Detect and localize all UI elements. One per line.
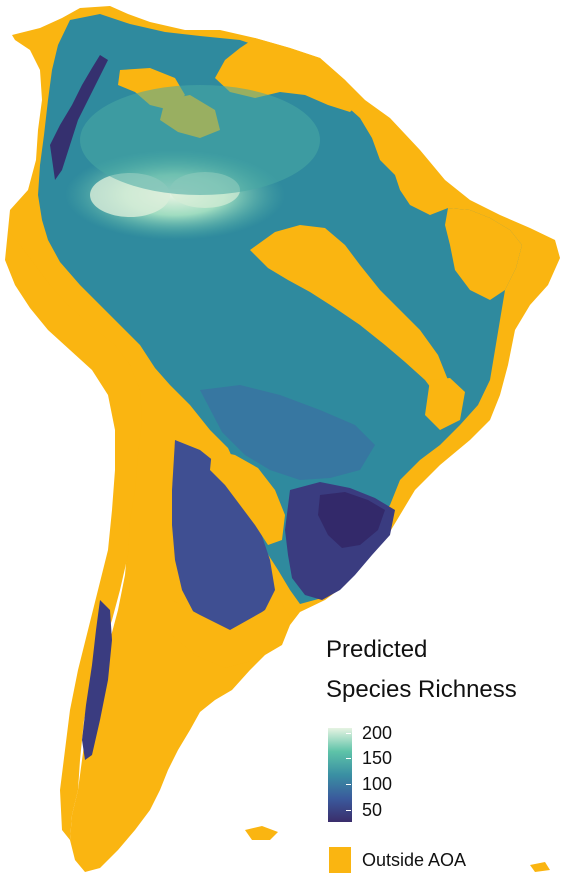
outside-aoa-swatch bbox=[329, 847, 351, 873]
amazon-upper-teal bbox=[80, 85, 320, 195]
outside-aoa-east-coast bbox=[445, 208, 522, 300]
outside-aoa-label: Outside AOA bbox=[362, 850, 467, 870]
mid-richness-south-band bbox=[200, 385, 375, 480]
outside-aoa-andes-west bbox=[5, 230, 142, 840]
tick-label-200: 200 bbox=[362, 723, 393, 743]
legend-title-line1: Predicted bbox=[326, 636, 428, 663]
colorbar-tick-150 bbox=[346, 758, 351, 759]
low-richness-chaco bbox=[172, 440, 275, 635]
outside-aoa-chaco-patch bbox=[210, 450, 285, 545]
outside-aoa-southeast-patch bbox=[425, 378, 465, 430]
outside-aoa-northeast-brazil bbox=[250, 225, 448, 400]
colorbar-tick-200 bbox=[346, 733, 351, 734]
colorbar-tick-50 bbox=[346, 810, 351, 811]
colorbar-tick-100 bbox=[346, 784, 351, 785]
tick-label-50: 50 bbox=[362, 800, 383, 820]
chile-low-richness bbox=[82, 600, 112, 760]
tierra-del-fuego bbox=[245, 826, 278, 840]
legend-title-line2: Species Richness bbox=[326, 676, 517, 703]
andes-low-richness-strip bbox=[50, 55, 108, 180]
tick-label-100: 100 bbox=[362, 774, 393, 794]
lowest-richness-atlantic bbox=[318, 492, 385, 548]
richness-colorbar bbox=[327, 727, 353, 823]
outside-aoa-patagonia-inner bbox=[172, 600, 292, 668]
tick-label-150: 150 bbox=[362, 748, 393, 768]
falkland-islands bbox=[530, 862, 550, 872]
